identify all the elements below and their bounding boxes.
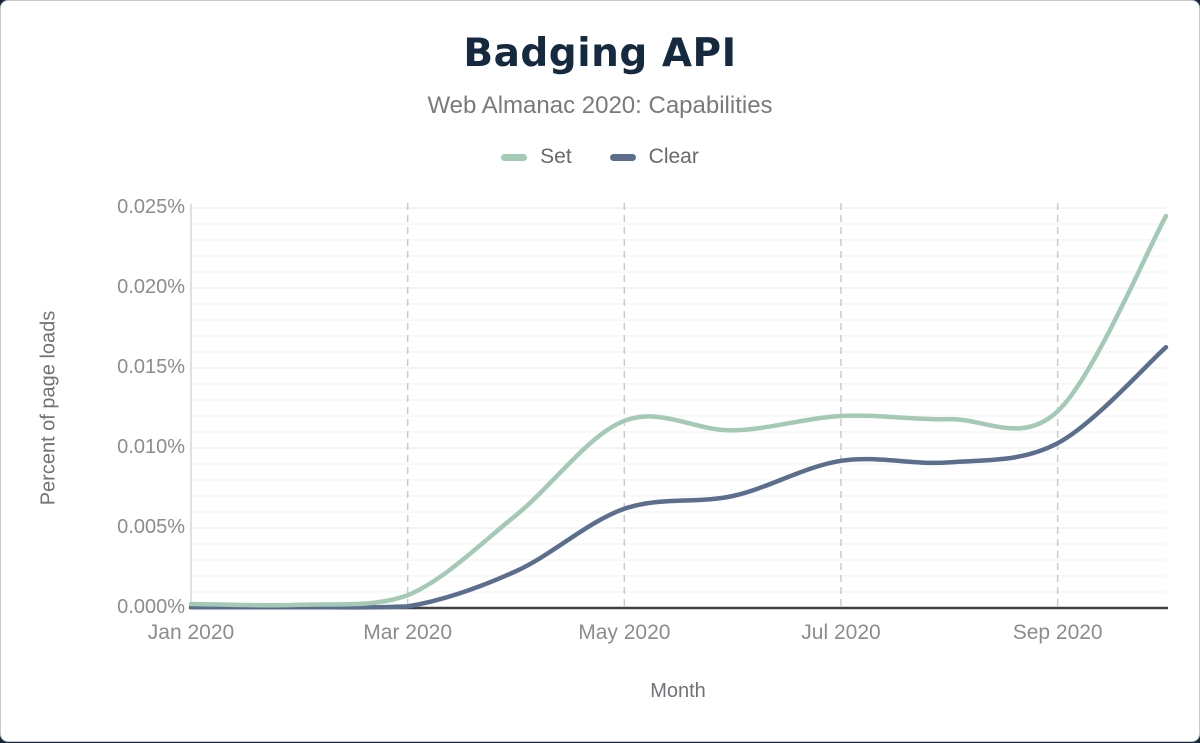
legend: Set Clear [1,145,1199,169]
chart-title: Badging API [463,31,737,76]
legend-label-set: Set [540,145,572,168]
legend-item-set: Set [501,145,572,169]
x-axis-title: Month [650,680,706,702]
legend-label-clear: Clear [648,145,699,168]
series-line-set [188,213,1169,608]
chart-subtitle: Web Almanac 2020: Capabilities [427,92,773,119]
set-series-swatch [501,153,528,161]
y-axis-title: Percent of page loads [37,310,60,506]
legend-item-clear: Clear [609,145,699,169]
clear-series-swatch [609,153,636,161]
series-line-clear [188,344,1169,610]
